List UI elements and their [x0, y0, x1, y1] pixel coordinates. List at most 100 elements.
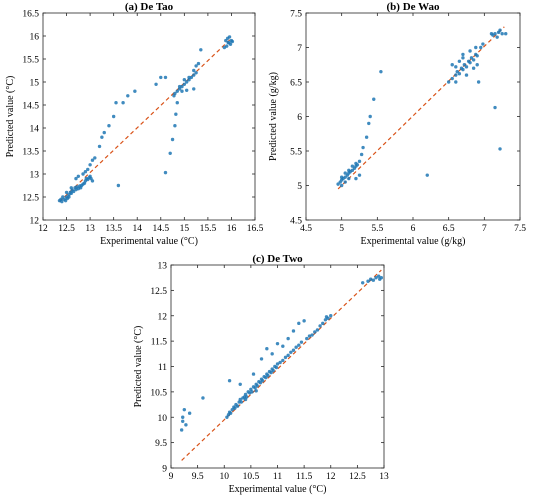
data-point: [159, 75, 163, 80]
x-tick-label: 11: [273, 472, 282, 482]
data-point: [192, 68, 196, 73]
y-tick-label: 12: [30, 217, 40, 227]
data-point: [181, 415, 185, 419]
data-point: [275, 341, 280, 346]
chart-panel-1: 12 12.5 13 13.5 14 14.5 15 15.5 16 16.5 12 12.5 13 13…: [5, 1, 264, 247]
data-point: [222, 45, 227, 50]
data-point: [228, 411, 233, 415]
data-point: [238, 397, 242, 402]
data-point: [173, 91, 177, 96]
data-point: [201, 396, 205, 400]
data-point: [255, 384, 259, 388]
data-point: [498, 28, 502, 32]
data-point: [313, 330, 317, 334]
data-point: [173, 124, 177, 128]
y-axis-label: Predicted value (°C): [5, 76, 16, 158]
data-point: [343, 180, 347, 184]
y-tick-label: 13.5: [22, 148, 39, 158]
data-point: [230, 39, 235, 44]
y-tick-label: 7: [297, 44, 302, 54]
data-point: [192, 87, 196, 91]
data-point: [461, 52, 465, 57]
data-point: [350, 164, 355, 168]
data-point: [269, 370, 273, 375]
y-tick-label: 14.5: [22, 102, 39, 112]
data-point: [182, 82, 187, 87]
y-tick-label: 16.5: [22, 10, 39, 20]
data-point: [133, 89, 137, 93]
data-point: [454, 80, 458, 84]
fit-line: [181, 269, 382, 461]
data-point: [371, 278, 376, 282]
y-tick-label: 16: [30, 33, 40, 43]
data-point: [474, 45, 478, 50]
data-point: [83, 170, 88, 174]
data-point: [266, 373, 270, 378]
data-point: [471, 58, 476, 62]
data-point: [450, 63, 454, 67]
data-point: [69, 186, 73, 190]
chart-title: (b) De Wao: [387, 1, 440, 13]
data-point: [469, 56, 474, 60]
data-point: [88, 163, 92, 167]
data-point: [177, 84, 182, 89]
data-point: [238, 382, 242, 386]
x-tick-label: 12.5: [58, 224, 75, 234]
data-point: [259, 357, 264, 361]
data-point: [260, 379, 265, 383]
data-point: [323, 318, 328, 322]
data-point: [199, 48, 203, 52]
data-point: [180, 89, 184, 93]
data-point: [126, 94, 130, 98]
data-point: [286, 353, 290, 358]
x-tick-label: 7: [482, 224, 487, 234]
data-point: [86, 167, 90, 172]
data-point: [97, 144, 102, 149]
x-tick-label: 16.5: [247, 224, 264, 234]
data-point: [64, 190, 69, 195]
data-point: [175, 89, 179, 93]
data-point: [318, 324, 322, 328]
data-point: [350, 168, 355, 173]
data-point: [251, 372, 256, 376]
data-point: [175, 101, 179, 105]
data-point: [107, 124, 111, 128]
data-point: [196, 61, 201, 66]
data-point: [281, 358, 285, 363]
data-point: [225, 415, 229, 419]
x-tick-label: 4.5: [300, 224, 312, 234]
x-axis-label: Experimental value (°C): [100, 236, 198, 247]
data-point: [283, 355, 288, 360]
y-tick-label: 12.5: [22, 194, 39, 204]
data-point: [321, 321, 325, 326]
data-point: [270, 352, 274, 356]
data-point: [227, 35, 232, 39]
data-point: [479, 45, 483, 50]
x-tick-label: 12.5: [349, 472, 366, 482]
y-tick-label: 7.5: [290, 10, 302, 20]
y-tick-label: 14: [30, 125, 40, 135]
y-tick-label: 10.5: [150, 388, 167, 398]
data-point: [230, 407, 234, 412]
data-point: [364, 135, 369, 139]
chart-panel-3: 9 9.5 10 10.5 11 11.5 12 12.5 13 9 9.5 10 10.5 11 11.5…: [133, 253, 389, 495]
y-tick-label: 6.5: [290, 79, 302, 89]
data-point: [228, 42, 233, 46]
data-point: [339, 183, 344, 188]
data-point: [299, 340, 304, 344]
x-axis-label: Experimental value (g/kg): [361, 236, 466, 247]
data-point: [254, 389, 258, 393]
data-point: [74, 176, 78, 181]
data-point: [250, 390, 254, 394]
y-axis-label: Predicted value (g/kg): [268, 72, 279, 161]
data-point: [307, 334, 312, 338]
data-point: [357, 159, 362, 164]
data-point: [194, 71, 198, 75]
data-point: [498, 147, 502, 151]
y-tick-label: 10: [158, 414, 168, 424]
y-tick-label: 11.5: [151, 338, 168, 348]
data-point: [475, 63, 479, 67]
data-point: [475, 54, 479, 58]
data-point: [100, 135, 104, 139]
